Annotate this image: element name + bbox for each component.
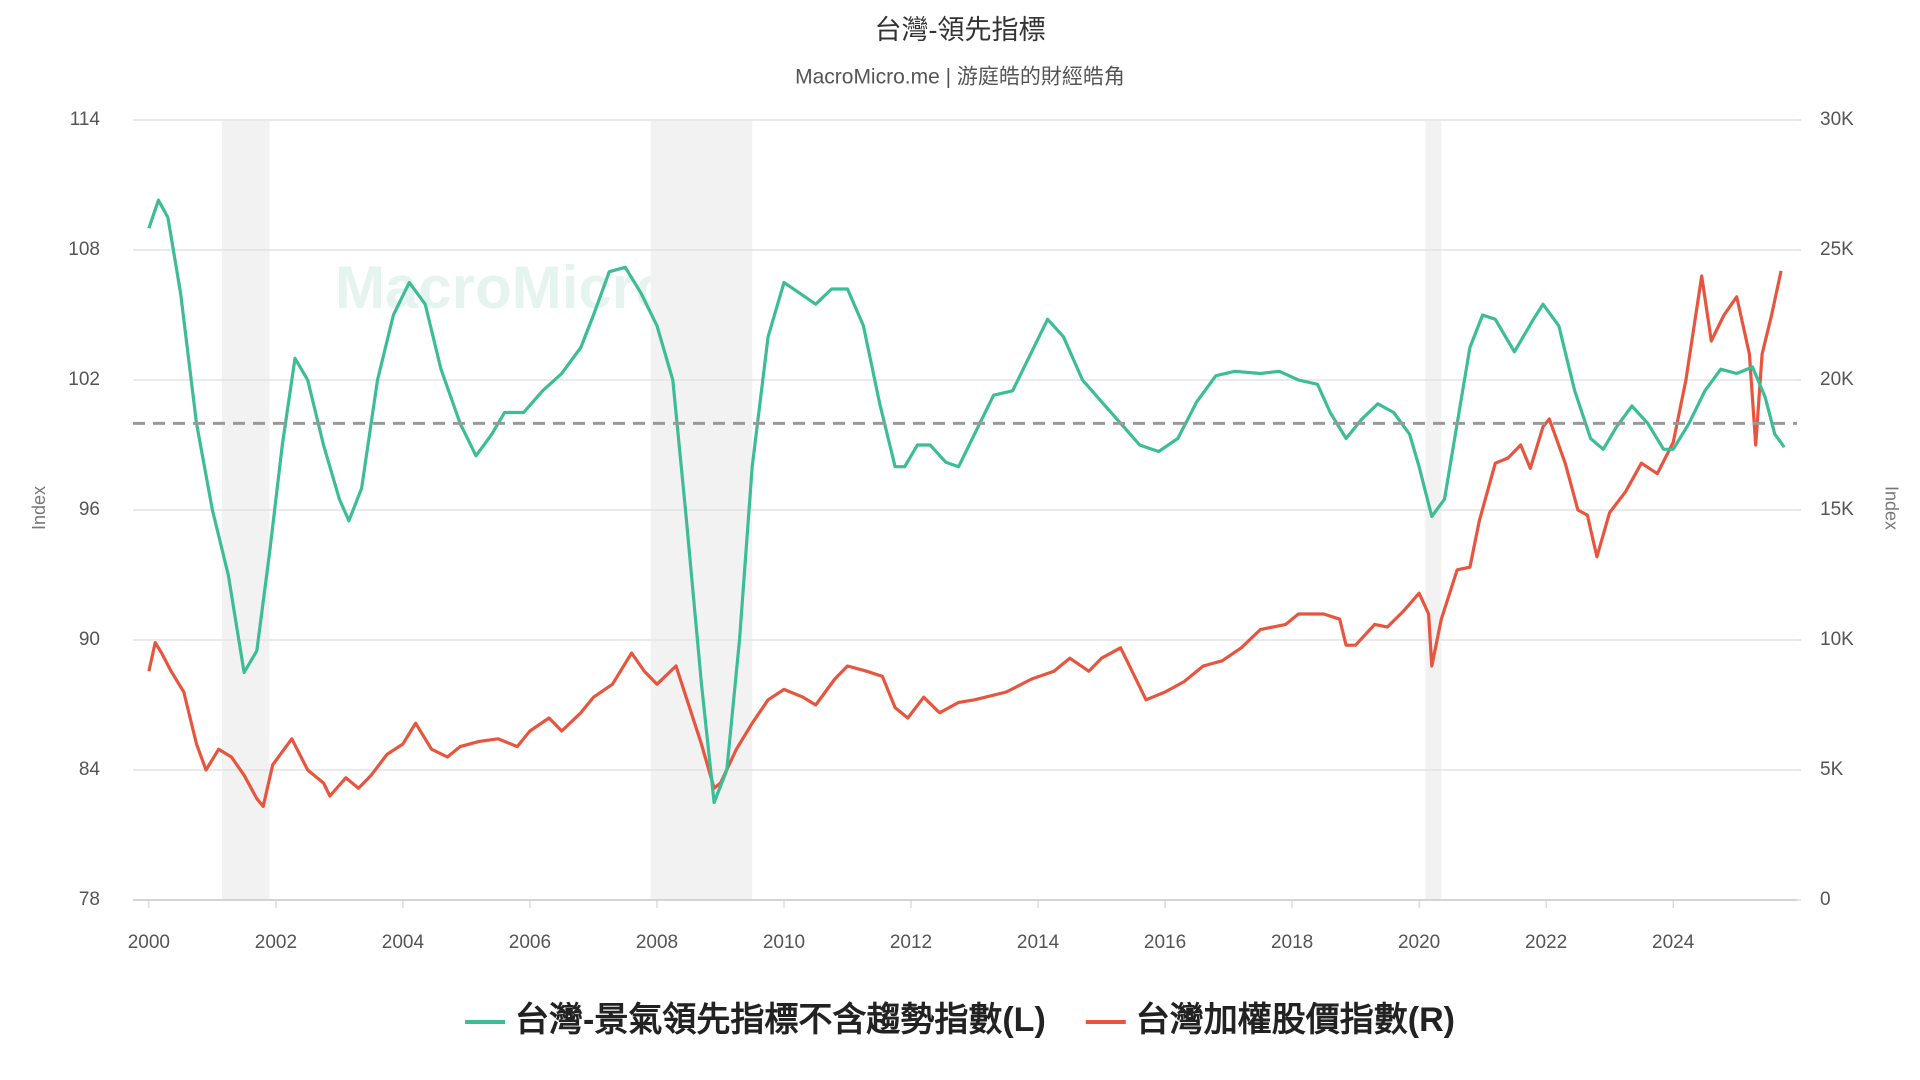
x-tick-label: 2002 (255, 932, 297, 953)
x-tick-label: 2020 (1398, 932, 1440, 953)
y2-tick-label: 5K (1820, 759, 1844, 780)
x-tick-label: 2016 (1144, 932, 1186, 953)
y-tick-label: 78 (79, 889, 100, 910)
x-tick-label: 2006 (509, 932, 551, 953)
x-tick-label: 2022 (1525, 932, 1567, 953)
x-tick-label: 2004 (382, 932, 425, 953)
y-tick-label: 108 (68, 239, 100, 260)
series-line (147, 270, 1783, 808)
x-tick-label: 2012 (890, 932, 932, 953)
y2-tick-label: 20K (1820, 369, 1854, 390)
legend: 台灣-景氣領先指標不含趨勢指數(L) 台灣加權股價指數(R) (465, 1000, 1455, 1039)
x-tick-label: 2008 (636, 932, 678, 953)
y2-tick-label: 15K (1820, 499, 1854, 520)
series-line (147, 198, 1786, 805)
y-tick-label: 102 (68, 369, 100, 390)
x-tick-label: 2018 (1271, 932, 1313, 953)
x-tick-label: 2014 (1017, 932, 1060, 953)
y2-tick-label: 10K (1820, 629, 1854, 650)
legend-label: 台灣加權股價指數(R) (1136, 1001, 1455, 1039)
y2-axis-label: Index (1881, 486, 1901, 530)
y-axis-label: Index (29, 486, 49, 530)
y-tick-label: 114 (70, 109, 101, 130)
legend-label: 台灣-景氣領先指標不含趨勢指數(L) (515, 1000, 1046, 1039)
y-tick-label: 96 (79, 499, 100, 520)
y2-tick-label: 0 (1820, 889, 1831, 910)
watermark: MacroMicro (335, 254, 672, 321)
x-tick-label: 2000 (128, 932, 170, 953)
y-tick-label: 90 (79, 629, 100, 650)
chart-subtitle: MacroMicro.me | 游庭皓的財經皓角 (795, 66, 1125, 89)
chart-title: 台灣-領先指標 (875, 15, 1046, 45)
x-tick-label: 2010 (763, 932, 805, 953)
y2-tick-label: 25K (1820, 239, 1854, 260)
x-tick-label: 2024 (1652, 932, 1695, 953)
y-tick-label: 84 (79, 759, 101, 780)
y2-tick-label: 30K (1820, 109, 1854, 130)
